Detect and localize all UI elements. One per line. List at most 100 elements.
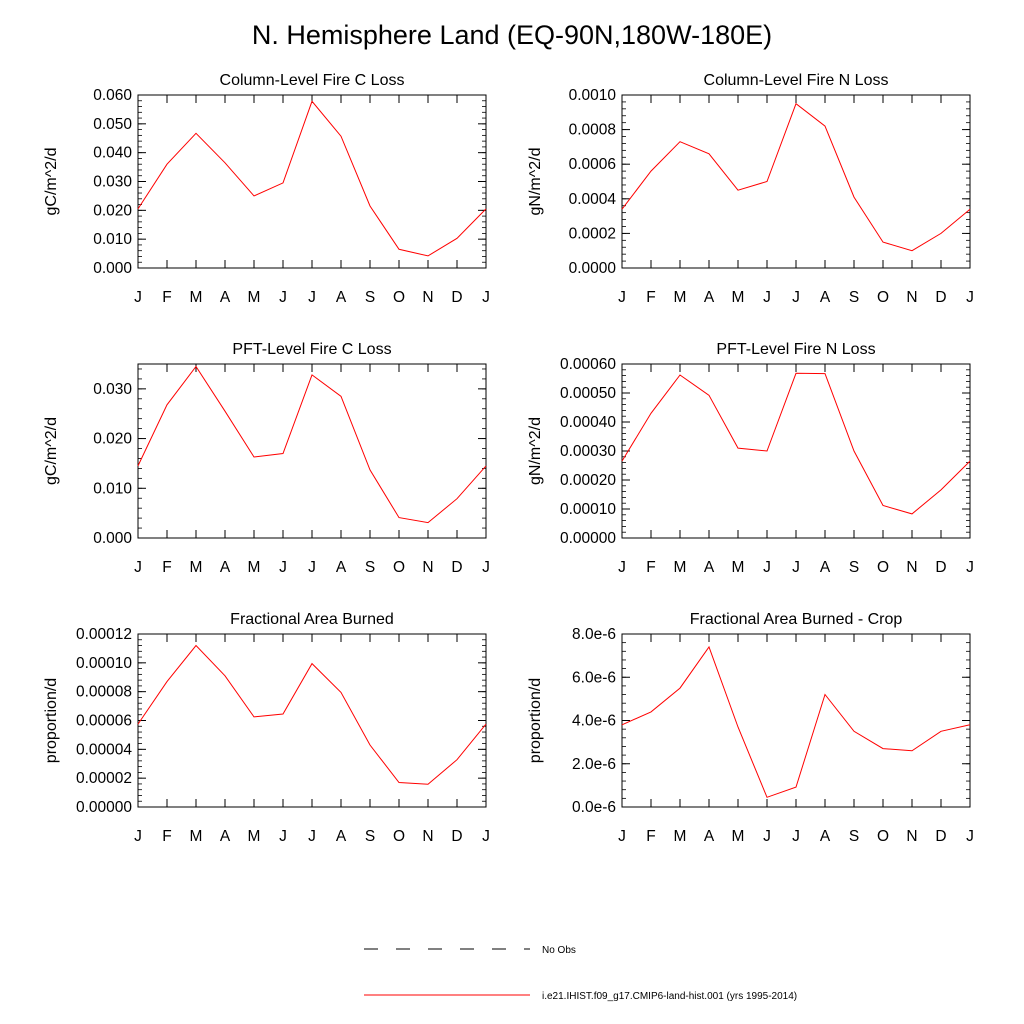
y-tick-label: 0.050 [93,116,132,133]
x-tick-label: F [646,289,655,306]
x-tick-label: M [674,289,687,306]
series-line [137,644,487,785]
y-tick-label: 0.00008 [76,684,132,701]
series-line [621,645,971,798]
x-tick-label: D [451,559,462,576]
y-tick-label: 0.00000 [560,530,616,547]
x-tick-label: S [365,559,375,576]
x-tick-label: A [220,289,231,306]
x-tick-label: N [906,828,917,845]
y-axis-label: gN/m^2/d [527,148,544,216]
y-axis-label: proportion/d [43,678,60,763]
x-tick-label: S [365,828,375,845]
x-tick-label: J [482,289,490,306]
y-tick-label: 2.0e-6 [572,756,616,773]
y-tick-label: 0.00000 [76,799,132,816]
panel-title: PFT-Level Fire N Loss [716,341,875,358]
y-axis-label: gC/m^2/d [43,417,60,485]
x-tick-label: A [220,559,231,576]
x-tick-label: F [162,289,171,306]
x-tick-label: M [190,289,203,306]
panel-title: PFT-Level Fire C Loss [232,341,391,358]
x-tick-label: F [646,559,655,576]
x-tick-label: J [618,289,626,306]
x-tick-label: F [162,828,171,845]
x-tick-label: O [877,289,889,306]
x-tick-label: O [393,828,405,845]
y-tick-label: 0.0010 [569,87,617,104]
x-tick-label: N [422,828,433,845]
x-tick-label: M [732,289,745,306]
x-tick-label: J [134,559,142,576]
panel-3: PFT-Level Fire C Loss 0.000 0.010 0.020 0.03… [43,341,490,576]
panel-1: Column-Level Fire C Loss 0.000 0.010 0.020 0… [43,72,490,306]
x-tick-label: A [704,559,715,576]
y-tick-label: 0.010 [93,231,132,248]
x-tick-label: D [451,828,462,845]
y-tick-label: 0.060 [93,87,132,104]
y-tick-label: 0.0e-6 [572,799,616,816]
x-tick-label: A [704,828,715,845]
x-tick-label: M [732,559,745,576]
plot-frame [621,363,971,539]
x-tick-label: O [877,559,889,576]
x-tick-label: J [482,559,490,576]
y-tick-label: 0.030 [93,174,132,191]
panel-title: Fractional Area Burned - Crop [690,611,903,628]
x-tick-label: S [849,559,859,576]
x-tick-label: D [935,289,946,306]
x-tick-label: J [618,559,626,576]
y-axis-label: gN/m^2/d [527,417,544,485]
y-axis-label: gC/m^2/d [43,148,60,216]
x-tick-label: M [248,289,261,306]
x-tick-label: S [365,289,375,306]
x-tick-label: J [482,828,490,845]
x-tick-label: J [763,559,771,576]
y-tick-label: 0.00050 [560,385,616,402]
series-line [137,365,487,524]
x-tick-label: N [906,559,917,576]
y-tick-label: 4.0e-6 [572,713,616,730]
legend-model-label: i.e21.IHIST.f09_g17.CMIP6-land-hist.001 … [542,991,797,1002]
x-tick-label: D [935,559,946,576]
x-tick-label: M [248,559,261,576]
x-tick-label: D [935,828,946,845]
x-tick-label: J [792,559,800,576]
y-tick-label: 0.010 [93,480,132,497]
y-tick-label: 0.000 [93,530,132,547]
y-tick-label: 0.00060 [560,356,616,373]
x-tick-label: A [820,559,831,576]
y-tick-label: 0.0000 [569,260,617,277]
panel-5: Fractional Area Burned 0.00000 0.00002 0.00… [43,611,490,845]
x-tick-label: M [732,828,745,845]
x-tick-label: S [849,828,859,845]
y-tick-label: 0.00004 [76,741,132,758]
panel-2: Column-Level Fire N Loss 0.0000 0.0002 0.00… [527,72,974,306]
y-tick-label: 0.020 [93,431,132,448]
x-tick-label: A [220,828,231,845]
legend-obs-label: No Obs [542,945,576,956]
x-tick-label: F [162,559,171,576]
y-tick-label: 0.040 [93,145,132,162]
x-tick-label: O [877,828,889,845]
x-tick-label: J [966,289,974,306]
panel-title: Column-Level Fire C Loss [220,72,405,89]
x-tick-label: N [422,559,433,576]
y-tick-label: 0.00002 [76,770,132,787]
y-tick-label: 0.030 [93,381,132,398]
x-tick-label: M [190,559,203,576]
series-line [621,372,971,515]
y-tick-label: 0.00040 [560,414,616,431]
x-tick-label: M [674,828,687,845]
page-title: N. Hemisphere Land (EQ-90N,180W-180E) [251,20,773,50]
x-tick-label: J [308,828,316,845]
x-tick-label: J [763,289,771,306]
series-line [621,102,971,252]
y-tick-label: 0.0002 [569,225,616,242]
x-tick-label: J [279,828,287,845]
y-tick-label: 0.0004 [569,191,617,208]
x-tick-label: A [820,289,831,306]
y-tick-label: 6.0e-6 [572,669,616,686]
x-tick-label: J [763,828,771,845]
